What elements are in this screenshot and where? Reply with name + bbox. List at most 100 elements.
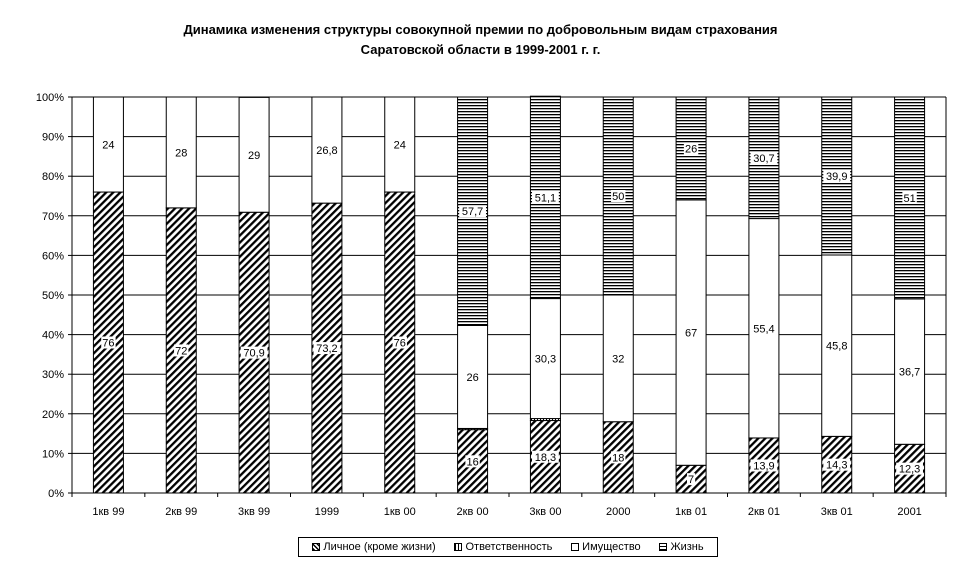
y-tick-label: 10%: [42, 448, 64, 460]
y-tick-label: 80%: [42, 171, 64, 183]
data-label: 72: [175, 345, 187, 357]
x-tick-label: 2001: [897, 506, 921, 518]
legend-label-life: Жизнь: [670, 541, 704, 553]
data-label: 76: [394, 338, 406, 350]
data-label: 28: [175, 147, 187, 159]
data-label-background: [532, 450, 559, 463]
y-tick-label: 70%: [42, 211, 64, 223]
axes: 0% 10% 20% 30% 40% 50% 60% 70% 80% 90% 100% 1кв 99 2…: [36, 92, 947, 518]
data-label-background: [611, 451, 626, 464]
data-label: 76: [102, 338, 114, 350]
x-tick-label: 1кв 99: [92, 506, 124, 518]
gridlines: [72, 96, 946, 454]
legend-label-property: Имущество: [582, 541, 641, 553]
bar-segment-white: [92, 96, 124, 193]
bar-segment-white: [165, 96, 197, 209]
vertical-hatch-swatch-icon: [454, 543, 463, 551]
legend-item-liability: Ответственность: [454, 541, 552, 553]
bar-segment-white: [821, 254, 853, 437]
y-tick-label: 40%: [42, 330, 64, 342]
data-label: 7: [688, 474, 694, 486]
x-tick-label: 1кв 01: [675, 506, 707, 518]
x-tick-label: 1кв 00: [384, 506, 416, 518]
data-label: 24: [102, 140, 114, 152]
data-label-background: [823, 170, 851, 183]
data-label-background: [683, 142, 699, 155]
data-label: 73,2: [316, 343, 337, 355]
y-tick-label: 0%: [48, 488, 64, 500]
data-label-background: [686, 473, 696, 486]
bar-segment-white: [529, 298, 561, 420]
bar-segment-white: [457, 324, 489, 429]
bar-segment-white: [894, 298, 926, 445]
x-tick-label: 3кв 99: [238, 506, 270, 518]
x-tick-label: 2кв 01: [748, 506, 780, 518]
x-tick-label: 2кв 00: [457, 506, 489, 518]
data-label: 57,7: [462, 206, 483, 218]
data-label: 67: [685, 328, 697, 340]
bar-segment-white: [311, 96, 343, 204]
data-label: 12,3: [899, 464, 920, 476]
data-label-background: [174, 344, 189, 357]
legend-label-personal: Личное (кроме жизни): [323, 541, 436, 553]
data-label: 29: [248, 150, 260, 162]
legend-item-property: Имущество: [571, 541, 641, 553]
y-tick-label: 60%: [42, 250, 64, 262]
data-label: 13,9: [753, 460, 774, 472]
data-label: 50: [612, 191, 624, 203]
data-label: 45,8: [826, 341, 847, 353]
data-label-background: [532, 191, 559, 204]
white-swatch-icon: [571, 543, 580, 551]
data-label: 36,7: [899, 367, 920, 379]
data-label: 14,3: [826, 460, 847, 472]
chart-title-line-2: Саратовской области в 1999-2001 г. г.: [360, 42, 601, 57]
diagonal-hatch-swatch-icon: [312, 543, 321, 551]
x-tick-label: 2кв 99: [165, 506, 197, 518]
data-label-background: [823, 458, 851, 471]
data-label-background: [750, 151, 778, 164]
stacked-bar-chart: 76 24 72 28 70,9 29 73,2 26,8 76 24 16 26 57,7 18,3 30…: [36, 92, 947, 518]
data-label: 51,1: [535, 192, 556, 204]
y-tick-label: 30%: [42, 369, 64, 381]
data-label-background: [459, 205, 486, 218]
y-tick-label: 100%: [36, 92, 64, 104]
x-tick-label: 2000: [606, 506, 630, 518]
legend-label-liability: Ответственность: [465, 541, 553, 553]
data-label: 24: [394, 140, 406, 152]
data-label-background: [902, 191, 917, 204]
data-label: 18,3: [535, 452, 556, 464]
x-tick-label: 3кв 01: [821, 506, 853, 518]
chart-title-line-1: Динамика изменения структуры совокупной …: [183, 22, 778, 37]
data-label-background: [240, 346, 268, 359]
data-label-background: [465, 455, 480, 468]
y-tick-label: 90%: [42, 132, 64, 144]
x-tick-label: 1999: [315, 506, 339, 518]
bar-segment-white: [384, 96, 416, 193]
data-label: 32: [612, 353, 624, 365]
data-label-background: [896, 462, 923, 475]
data-label-background: [750, 459, 778, 472]
horizontal-hatch-swatch-icon: [659, 543, 668, 551]
data-label: 51: [903, 193, 915, 205]
data-label: 55,4: [753, 323, 774, 335]
data-label: 30,7: [753, 153, 774, 165]
data-label: 70,9: [243, 348, 264, 360]
bar-segment-white: [238, 96, 270, 213]
data-label: 26: [466, 372, 478, 384]
y-tick-label: 20%: [42, 409, 64, 421]
data-label: 16: [466, 456, 478, 468]
data-label: 26,8: [316, 145, 337, 157]
bar-series: 76 24 72 28 70,9 29 73,2 26,8 76 24 16 26 57,7 18,3 30…: [92, 95, 926, 494]
data-label-background: [392, 336, 407, 349]
x-tick-label: 3кв 00: [529, 506, 561, 518]
chart-title: Динамика изменения структуры совокупной …: [0, 20, 961, 60]
data-label: 26: [685, 143, 697, 155]
data-label-background: [313, 342, 341, 355]
data-label: 30,3: [535, 354, 556, 366]
data-label-background: [611, 190, 626, 202]
legend-item-life: Жизнь: [659, 541, 704, 553]
legend-item-personal: Личное (кроме жизни): [312, 541, 436, 553]
data-label: 18: [612, 452, 624, 464]
data-label-background: [101, 336, 116, 349]
y-tick-label: 50%: [42, 290, 64, 302]
